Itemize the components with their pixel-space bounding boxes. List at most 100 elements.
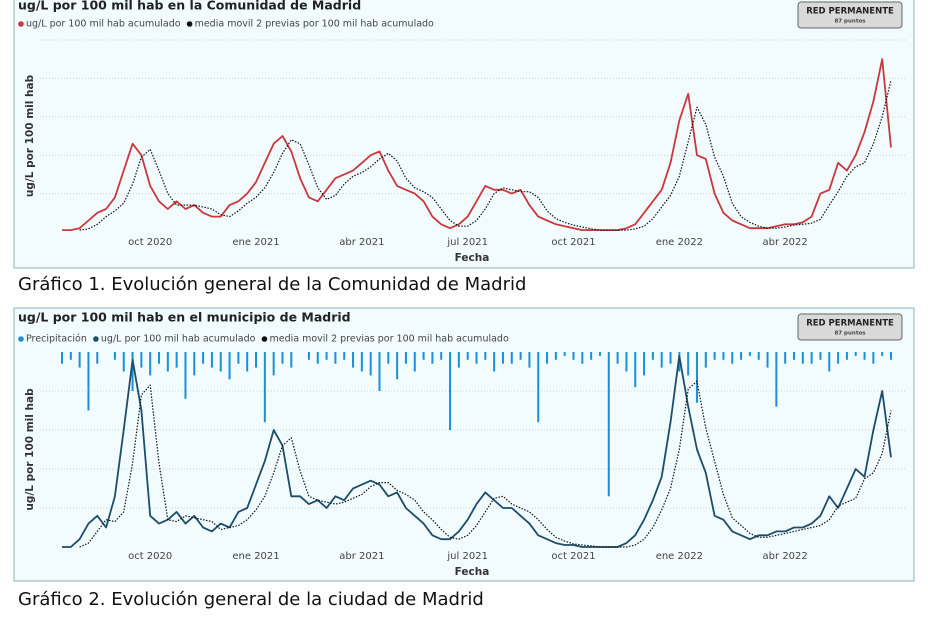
precipitation-bar — [669, 352, 672, 364]
precipitation-bar — [334, 352, 337, 364]
x-tick-label: ene 2021 — [232, 237, 279, 248]
x-tick-label: oct 2021 — [551, 551, 595, 562]
precipitation-bar — [528, 352, 531, 368]
precipitation-bar — [863, 352, 866, 360]
precipitation-bar — [87, 352, 90, 411]
precipitation-bar — [546, 352, 549, 364]
precipitation-bar — [872, 352, 875, 364]
precipitation-bar — [290, 352, 293, 368]
precipitation-bar — [713, 352, 716, 360]
precipitation-bar — [493, 352, 496, 372]
precipitation-bar — [369, 352, 372, 376]
precipitation-bar — [687, 352, 690, 376]
precipitation-bar — [740, 352, 743, 360]
precipitation-bar — [431, 352, 434, 364]
panel — [13, 307, 915, 582]
x-tick-label: abr 2022 — [763, 551, 808, 562]
precipitation-bar — [210, 352, 213, 368]
precipitation-bar — [122, 352, 125, 372]
precipitation-bar — [837, 352, 840, 364]
precipitation-bar — [537, 352, 540, 423]
precipitation-bar — [228, 352, 231, 380]
precipitation-bar — [184, 352, 187, 399]
chart-title: ug/L por 100 mil hab en el municipio de … — [18, 310, 351, 325]
precipitation-bar — [581, 352, 584, 364]
legend-label: ug/L por 100 mil hab acumulado — [26, 19, 181, 30]
precipitation-bar — [158, 352, 161, 364]
precipitation-bar — [378, 352, 381, 391]
precipitation-bar — [501, 352, 504, 364]
precipitation-bar — [166, 352, 169, 372]
precipitation-bar — [387, 352, 390, 364]
x-tick-label: oct 2020 — [128, 237, 172, 248]
legend-marker — [93, 336, 99, 342]
precipitation-bar — [607, 352, 610, 497]
precipitation-bar — [113, 352, 116, 360]
precipitation-bar — [316, 352, 319, 364]
precipitation-bar — [731, 352, 734, 364]
badge-subtitle: 87 puntos — [834, 19, 866, 25]
precipitation-bar — [792, 352, 795, 360]
x-tick-label: abr 2022 — [763, 237, 808, 248]
precipitation-bar — [625, 352, 628, 372]
legend-label: media movil 2 previas por 100 mil hab ac… — [195, 19, 434, 30]
badge-subtitle: 87 puntos — [834, 331, 866, 337]
badge — [797, 313, 903, 341]
precipitation-bar — [343, 352, 346, 360]
precipitation-bar — [890, 352, 892, 360]
precipitation-bar — [616, 352, 619, 364]
legend-marker — [18, 336, 24, 342]
precipitation-bar — [660, 352, 663, 368]
precipitation-bar — [748, 352, 751, 356]
badge-title: RED PERMANENTE — [806, 7, 894, 17]
precipitation-bar — [78, 352, 81, 368]
precipitation-bar — [828, 352, 831, 372]
precipitation-bar — [484, 352, 487, 360]
precipitation-bar — [810, 352, 813, 364]
x-axis-label: Fecha — [455, 252, 490, 264]
precipitation-bar — [598, 352, 601, 356]
precipitation-bar — [413, 352, 416, 372]
precipitation-bar — [360, 352, 363, 372]
precipitation-bar — [440, 352, 443, 360]
legend-label: Precipitación — [26, 334, 87, 345]
badge — [797, 1, 903, 29]
precipitation-bar — [219, 352, 222, 372]
precipitation-bar — [845, 352, 848, 360]
panel — [13, 0, 915, 269]
precipitation-bar — [69, 352, 72, 360]
precipitation-bar — [801, 352, 804, 364]
precipitation-bar — [722, 352, 725, 360]
precipitation-bar — [563, 352, 566, 356]
x-tick-label: jul 2021 — [446, 551, 488, 562]
precipitation-bar — [396, 352, 399, 380]
precipitation-bar — [281, 352, 284, 364]
x-tick-label: abr 2021 — [339, 237, 384, 248]
series-line — [62, 58, 892, 231]
precipitation-bar — [634, 352, 637, 388]
legend-marker — [261, 336, 268, 342]
precipitation-bar — [202, 352, 205, 364]
caption: Gráfico 2. Evolución general de la ciuda… — [18, 589, 484, 610]
precipitation-bar — [775, 352, 778, 407]
precipitation-bar — [246, 352, 249, 372]
precipitation-bar — [96, 352, 99, 364]
precipitation-bar — [272, 352, 275, 376]
precipitation-bar — [255, 352, 258, 368]
precipitation-bar — [237, 352, 240, 364]
precipitation-bar — [422, 352, 425, 360]
precipitation-bar — [784, 352, 787, 364]
x-axis-label: Fecha — [455, 566, 490, 578]
precipitation-bar — [766, 352, 769, 368]
series-line — [62, 355, 892, 548]
precipitation-bar — [881, 352, 884, 356]
series-line — [79, 380, 892, 548]
precipitation-bar — [263, 352, 266, 423]
precipitation-bar — [643, 352, 646, 376]
legend-label: ug/L por 100 mil hab acumulado — [101, 334, 256, 345]
precipitation-bar — [140, 352, 143, 368]
x-tick-label: abr 2021 — [339, 551, 384, 562]
precipitation-bar — [193, 352, 196, 376]
precipitation-bar — [307, 352, 310, 360]
